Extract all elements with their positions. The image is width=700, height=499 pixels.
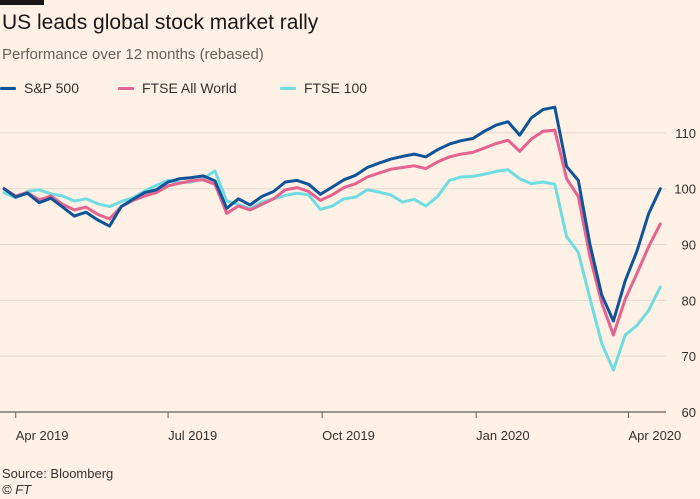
- x-tick-label: Jul 2019: [168, 428, 217, 443]
- legend-label-ftse100: FTSE 100: [304, 80, 368, 96]
- x-tick-label: Apr 2019: [16, 428, 69, 443]
- legend-swatch-ftse-world: [118, 86, 134, 90]
- x-tick-label: Apr 2020: [629, 428, 682, 443]
- x-tick-label: Oct 2019: [322, 428, 375, 443]
- series-line-ftse100: [2, 168, 662, 372]
- legend-swatch-sp500: [0, 86, 16, 90]
- series-line-ftse-world: [2, 128, 662, 337]
- y-tick-label: 110: [675, 126, 696, 141]
- legend-item-ftse-world: FTSE All World: [118, 80, 237, 96]
- y-tick-label: 90: [682, 238, 696, 253]
- source-note: Source: Bloomberg: [2, 466, 114, 481]
- legend-item-sp500: S&P 500: [0, 80, 79, 96]
- ft-brand-bar: [0, 0, 44, 5]
- legend-swatch-ftse100: [280, 86, 296, 90]
- copyright-note: © FT: [2, 482, 32, 497]
- y-tick-label: 60: [682, 405, 696, 420]
- chart-title: US leads global stock market rally: [2, 11, 319, 34]
- y-tick-label: 100: [674, 182, 696, 197]
- chart-subtitle: Performance over 12 months (rebased): [2, 46, 264, 63]
- legend-item-ftse100: FTSE 100: [280, 80, 367, 96]
- x-tick-label: Jan 2020: [476, 428, 530, 443]
- y-tick-label: 80: [682, 293, 696, 308]
- legend-label-ftse-world: FTSE All World: [142, 80, 237, 96]
- legend-label-sp500: S&P 500: [24, 80, 80, 96]
- series-line-sp500: [2, 105, 662, 323]
- y-tick-label: 70: [682, 349, 696, 364]
